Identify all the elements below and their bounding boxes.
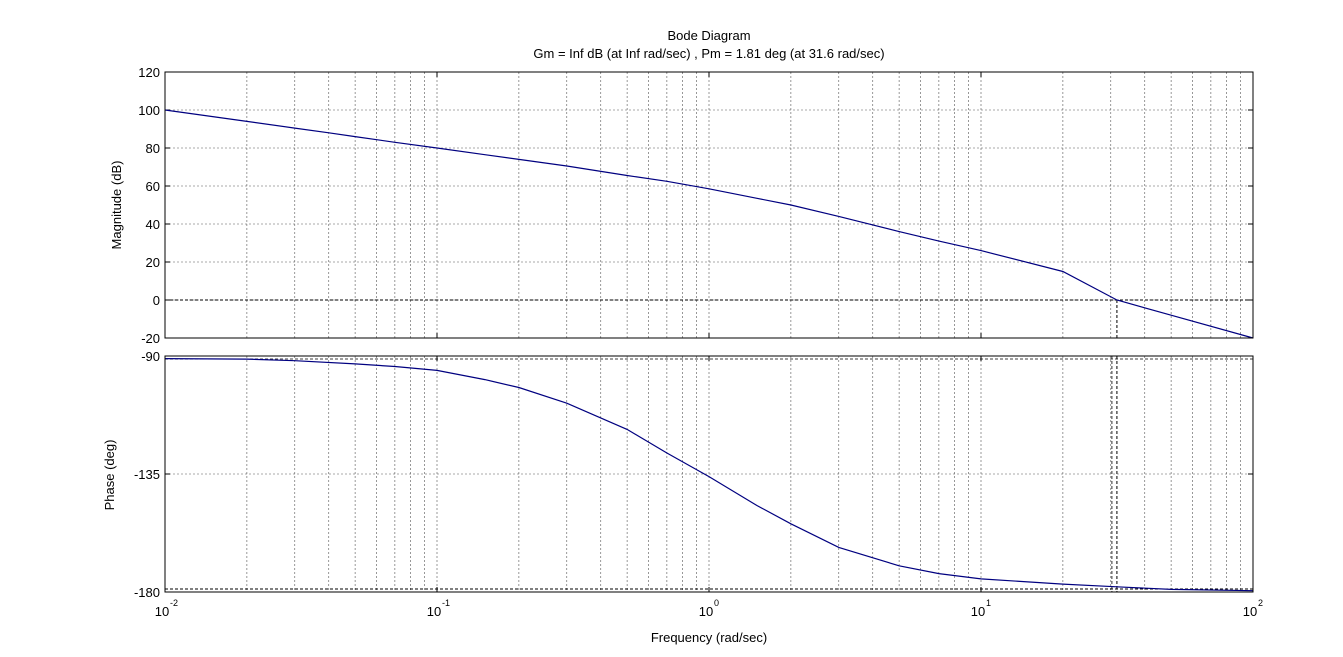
x-tick-label-exponent: 0: [714, 598, 719, 608]
y-tick-label: 0: [153, 293, 160, 308]
y-tick-label: -20: [141, 331, 160, 346]
x-tick-label-base: 10: [699, 604, 713, 619]
y-tick-label: 60: [146, 179, 160, 194]
x-tick-label-base: 10: [427, 604, 441, 619]
phase-axis-label: Phase (deg): [102, 440, 117, 511]
x-tick-label-base: 10: [1243, 604, 1257, 619]
frequency-axis-label: Frequency (rad/sec): [651, 630, 767, 645]
plot-frame: [164, 71, 1254, 339]
magnitude-panel: 120 100 80 60 40 20 0 -20: [138, 65, 1254, 346]
x-tick-label-base: 10: [971, 604, 985, 619]
x-tick-label-exponent: 1: [986, 598, 991, 608]
x-tick-label-exponent: 2: [1258, 598, 1263, 608]
chart-title: Bode Diagram: [667, 28, 750, 43]
y-tick-label: 80: [146, 141, 160, 156]
phase-series-line: [164, 358, 1254, 592]
y-tick-label: -180: [134, 585, 160, 600]
magnitude-series-line: [164, 109, 1254, 339]
y-tick-label: -135: [134, 467, 160, 482]
magnitude-axis-label: Magnitude (dB): [109, 161, 124, 250]
x-tick-label-base: 10: [155, 604, 169, 619]
y-tick-label: 100: [138, 103, 160, 118]
y-tick-label: 20: [146, 255, 160, 270]
phase-panel: -90 -135 -180: [134, 349, 1254, 600]
chart-subtitle: Gm = Inf dB (at Inf rad/sec) , Pm = 1.81…: [533, 46, 884, 61]
y-tick-label: -90: [141, 349, 160, 364]
y-tick-label: 40: [146, 217, 160, 232]
plot-frame: [164, 355, 1254, 593]
y-tick-label: 120: [138, 65, 160, 80]
x-tick-label-exponent: -1: [442, 598, 450, 608]
x-tick-label-exponent: -2: [170, 598, 178, 608]
